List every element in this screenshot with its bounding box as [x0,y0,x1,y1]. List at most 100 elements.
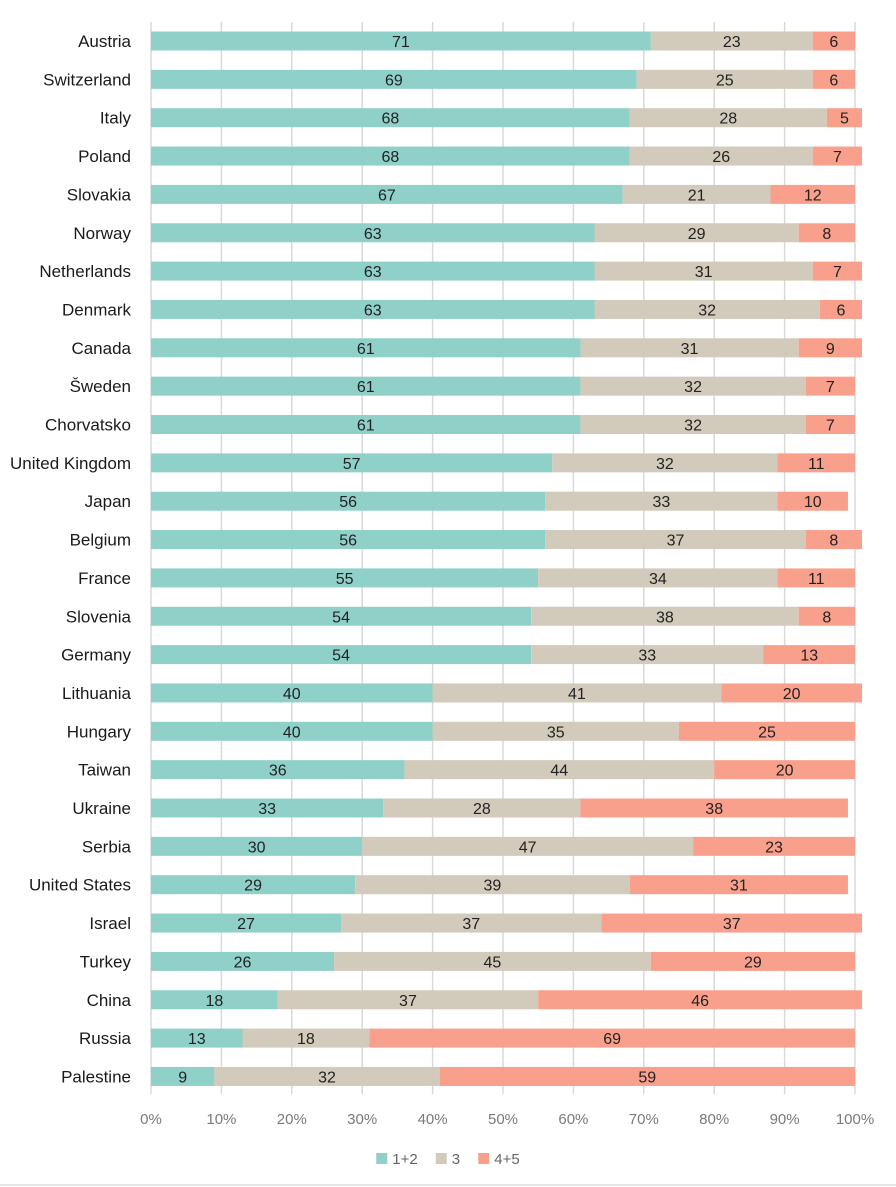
bar-segment-3 [531,645,764,665]
bar-row: 68 26 7 [151,146,863,166]
data-label: 26 [234,954,252,971]
bar-segment-4-5 [770,184,855,204]
bar-segment-1-2 [151,798,384,818]
x-tick-label: 70% [629,1111,659,1128]
bar-row: 61 31 9 [151,338,863,358]
category-label: Poland [78,147,131,166]
data-label: 34 [649,571,667,588]
category-label: Norway [73,224,131,243]
category-label: Japan [85,492,131,511]
data-label: 61 [357,418,375,435]
data-label: 30 [248,839,266,856]
bar-segment-1-2 [151,836,363,856]
data-label: 61 [357,379,375,396]
category-label: Slovakia [67,185,132,204]
data-label: 41 [568,686,586,703]
data-label: 37 [399,993,417,1010]
legend-swatch [435,1153,447,1164]
bar-segment-4-5 [805,415,855,434]
bar-segment-1-2 [151,376,581,396]
bar-row: 56 33 10 [151,491,848,511]
data-label: 37 [723,916,741,933]
bar-row: 61 32 7 [151,376,855,396]
data-label: 13 [188,1031,206,1048]
data-label: 68 [381,111,399,128]
bar-segment-3 [594,223,799,243]
data-label: 56 [339,533,357,550]
bar-row: 36 44 20 [151,760,855,780]
category-label: Ukraine [72,799,131,818]
bar-row: 57 32 11 [151,453,855,473]
bar-segment-3 [545,530,806,550]
bar-segment-1-2 [151,69,637,89]
bar-segment-1-2 [151,645,532,665]
bar-row: 54 33 13 [151,645,855,665]
data-label: 13 [800,648,818,665]
bar-segment-4-5 [798,223,855,243]
x-tick-label: 40% [418,1111,448,1128]
x-tick-label: 80% [699,1111,729,1128]
bar-row: 27 37 37 [151,913,863,933]
bar-segment-1-2 [151,31,651,51]
bar-row: 29 39 31 [151,875,848,895]
data-label: 32 [684,418,702,435]
category-label: Šweden [70,377,131,396]
legend-item: 4+5 [478,1151,520,1168]
category-label: Lithuania [62,684,132,703]
bar-segment-3 [334,951,651,971]
data-label: 29 [744,954,762,971]
data-label: 8 [822,609,831,626]
data-label: 11 [808,456,825,473]
data-label: 9 [178,1069,187,1086]
data-label: 31 [695,264,713,281]
x-tick-label: 90% [770,1111,800,1128]
data-label: 31 [681,341,699,358]
bar-segment-4-5 [777,453,855,473]
data-label: 36 [269,763,287,780]
data-label: 71 [392,34,410,51]
bar-row: 13 18 69 [151,1028,855,1048]
category-label: Palestine [61,1067,131,1086]
data-label: 7 [833,149,842,166]
bar-segment-3 [432,721,679,741]
category-label: Serbia [82,837,132,856]
data-label: 20 [776,763,794,780]
bar-segment-3 [432,683,722,703]
bar-row: 54 38 8 [151,606,855,626]
data-label: 55 [336,571,354,588]
bar-row: 63 29 8 [151,223,855,243]
data-label: 32 [318,1069,336,1086]
data-label: 54 [332,648,350,665]
category-label: Germany [61,646,131,665]
bar-segment-3 [594,261,813,281]
bar-segment-4-5 [805,376,855,396]
x-tick-label: 20% [277,1111,307,1128]
bar-segment-4-5 [369,1028,855,1048]
bar-segment-4-5 [538,990,863,1010]
bar-row: 71 23 6 [151,31,855,51]
data-label: 32 [656,456,674,473]
data-label: 46 [691,993,709,1010]
bar-segment-3 [214,1066,440,1086]
data-label: 37 [667,533,685,550]
data-label: 7 [826,379,835,396]
data-label: 39 [484,878,502,895]
data-label: 10 [804,494,822,511]
bar-segment-3 [580,415,806,434]
bar-segment-1-2 [151,491,546,511]
bar-segment-1-2 [151,415,581,434]
bar-segment-1-2 [151,1066,215,1086]
bar-segment-1-2 [151,184,623,204]
data-label: 37 [462,916,480,933]
bar-row: 9 32 59 [151,1066,855,1086]
bar-segment-1-2 [151,721,433,741]
legend-item: 3 [435,1151,460,1168]
x-tick-label: 30% [347,1111,377,1128]
bar-segment-3 [404,760,715,780]
bar-segment-1-2 [151,683,433,703]
category-label: Israel [89,914,131,933]
bar-row: 18 37 46 [151,990,863,1010]
category-label: United Kingdom [10,454,131,473]
bar-segment-3 [629,146,813,166]
bar-row: 63 31 7 [151,261,863,281]
